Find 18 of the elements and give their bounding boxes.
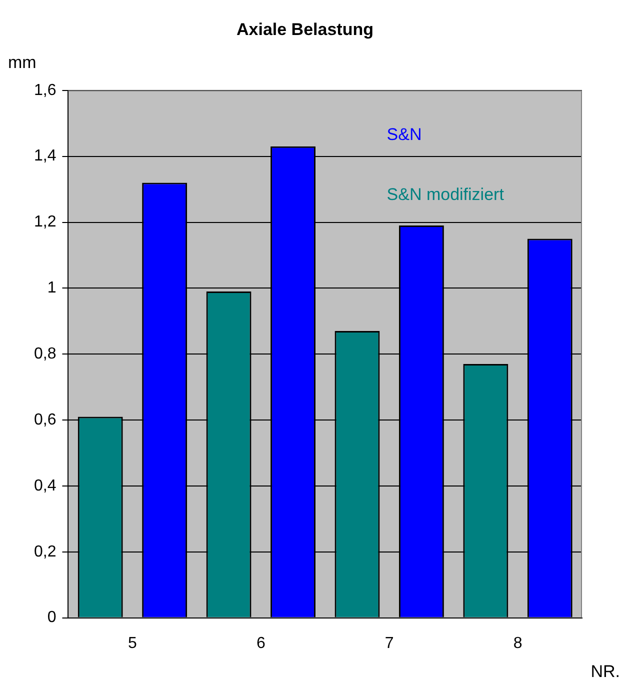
y-tick-label: 1,6 <box>34 82 56 99</box>
x-tick-label: 6 <box>256 634 266 652</box>
y-tick-label: 1,4 <box>34 148 56 165</box>
y-tick-label: 0 <box>47 609 56 626</box>
x-tick-label: 8 <box>513 634 522 652</box>
y-tick-label: 1 <box>47 280 56 297</box>
text: S&N modifiziert <box>386 185 504 204</box>
y-tick-label: 0,2 <box>34 543 56 560</box>
chart-title: Axiale Belastung <box>236 20 374 39</box>
x-tick-label: 5 <box>128 634 138 652</box>
y-tick-label: 0,8 <box>34 346 56 363</box>
y-tick-label: 0,6 <box>34 411 56 428</box>
y-tick-label: 1,2 <box>34 214 56 231</box>
x-axis-title: NR. <box>590 662 620 681</box>
x-tick-label: 7 <box>384 634 394 652</box>
y-axis-title: mm <box>8 53 36 72</box>
y-tick-label: 0,4 <box>34 477 56 494</box>
text: S&N <box>386 125 422 144</box>
